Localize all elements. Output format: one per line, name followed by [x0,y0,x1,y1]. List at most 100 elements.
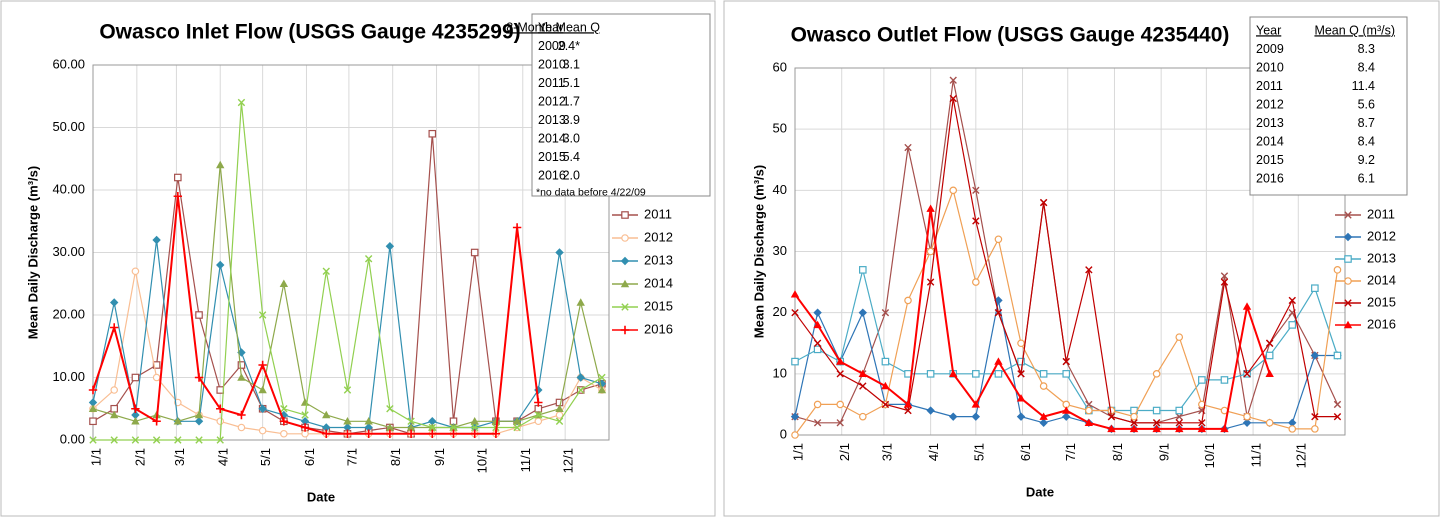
marker [1084,418,1094,426]
table-cell: 2010 [1256,60,1284,74]
marker [1175,419,1183,427]
marker [577,386,585,394]
marker [972,278,980,286]
marker [131,436,140,444]
y-tick-label: 30 [773,243,787,258]
marker [152,235,161,245]
table-cell: 2012 [1256,97,1284,111]
marker [813,320,822,329]
marker [1152,419,1161,427]
x-axis-title: Date [307,489,335,504]
marker [1130,412,1138,421]
marker [1062,406,1071,414]
table-header: Year [538,20,563,34]
table-header: 8-Month Mean Q [506,20,600,34]
table-cell: 9.2 [1358,153,1375,167]
legend-label: 2015 [644,298,673,313]
marker [194,417,204,426]
x-tick-label: 11/1 [518,448,533,472]
marker [1152,370,1161,378]
table-cell: 2.0 [563,168,580,182]
x-tick-label: 9/1 [1157,443,1172,461]
marker [534,411,543,419]
table-cell: 8.4 [1358,60,1375,74]
marker [258,360,267,370]
table-cell: 3.9 [563,113,580,127]
series-line [794,208,1271,430]
table-cell: 5.4 [563,150,580,164]
marker [813,419,822,427]
legend-marker [1343,320,1353,329]
series [791,94,1342,427]
marker [1198,376,1206,384]
table-header: Year [1256,23,1281,37]
x-tick-label: 3/1 [172,448,187,466]
marker [216,160,225,169]
marker [555,417,564,425]
x-tick-label: 3/1 [879,443,894,461]
table-cell: 2009 [538,39,566,53]
marker [949,94,957,103]
marker [385,423,395,431]
y-tick-label: 40.00 [52,181,85,196]
legend-marker [1344,299,1352,307]
marker [322,423,331,432]
x-tick-label: 8/1 [1110,443,1125,461]
marker [194,373,204,382]
legend-marker [621,211,629,219]
legend-marker [620,325,630,335]
marker [471,423,479,432]
marker [949,369,958,378]
marker [1039,418,1048,427]
marker [1333,400,1342,409]
marker [1310,351,1320,360]
y-tick-label: 60 [773,59,787,74]
marker [1333,266,1342,274]
marker [904,143,912,152]
marker [1039,198,1048,207]
marker [994,296,1003,305]
table-cell: 2013 [1256,116,1284,130]
marker [301,411,309,419]
marker [555,404,564,412]
marker [926,406,935,415]
marker [972,186,980,195]
marker [174,173,182,182]
marker [858,308,868,317]
marker [1242,302,1252,310]
marker [364,255,373,263]
legend-marker [621,234,629,242]
marker [470,417,479,425]
marker [576,298,585,306]
marker [1017,370,1025,378]
x-tick-label: 4/1 [216,448,231,466]
marker [110,410,119,419]
legend-label: 2011 [644,206,672,221]
y-tick-label: 10 [773,365,787,380]
table-note: *no data before 4/22/09 [536,186,646,198]
marker [1085,406,1093,415]
y-tick-label: 40 [773,182,787,197]
table-cell: 8.3 [1358,42,1375,56]
marker [322,410,331,419]
marker [1107,412,1116,421]
marker [903,400,913,408]
legend-label: 2013 [1367,250,1396,265]
legend-label: 2016 [644,321,673,336]
marker [1039,412,1048,420]
marker [790,412,800,421]
marker [836,400,845,409]
marker [343,429,352,438]
marker [859,412,867,421]
marker [194,410,204,419]
legend-marker [1344,211,1352,219]
legend-label: 2012 [1367,228,1396,243]
table-cell: 2015 [1256,153,1284,167]
table-cell: 2014 [1256,134,1284,148]
y-tick-label: 30.00 [52,244,85,259]
marker [1017,357,1025,366]
series [790,204,1274,433]
table-box [1249,16,1408,196]
table-cell: 6.1 [1358,171,1375,185]
marker [1129,424,1139,433]
